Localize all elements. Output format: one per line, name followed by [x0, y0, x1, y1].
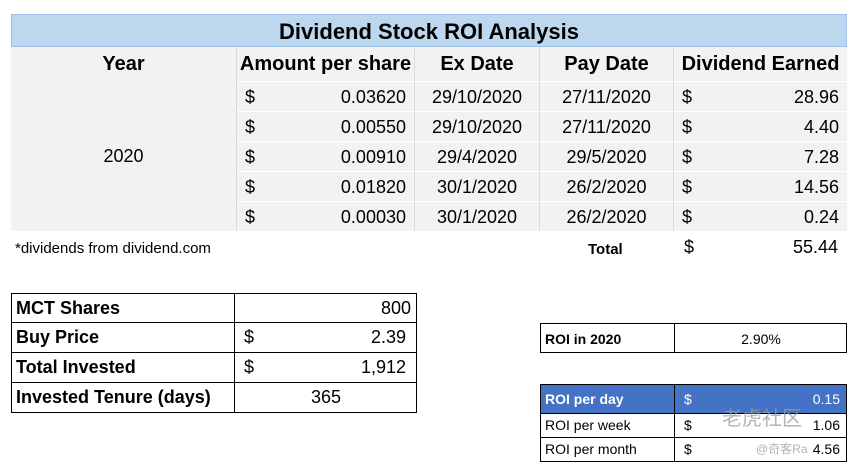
roi-day-value: 0.15 [812, 391, 840, 407]
shares-value: 800 [380, 298, 411, 318]
amount-cell: $0.00910 [237, 141, 415, 171]
amount-value: 0.00030 [340, 207, 406, 227]
currency-symbol: $ [684, 391, 692, 407]
total-invested-label: Total Invested [16, 357, 136, 377]
column-header-pay-date: Pay Date [540, 47, 674, 81]
ex-date-cell: 30/1/2020 [415, 171, 540, 201]
total-value: 55.44 [792, 237, 838, 257]
currency-symbol: $ [682, 117, 693, 137]
roi-day-row-highlight [540, 384, 847, 413]
pay-date-cell: 27/11/2020 [540, 111, 674, 141]
currency-symbol: $ [684, 441, 692, 457]
column-header-ex-date: Ex Date [415, 47, 540, 81]
roi-rates-table [540, 384, 847, 462]
earned-value: 14.56 [793, 177, 839, 197]
currency-symbol: $ [682, 87, 693, 107]
column-header-dividend-earned: Dividend Earned [674, 47, 847, 81]
ex-date-cell: 29/10/2020 [415, 81, 540, 111]
roi-year-label: ROI in 2020 [545, 331, 622, 347]
watermark-handle: @奇客Ra [756, 442, 808, 456]
currency-symbol: $ [245, 87, 256, 107]
earned-cell: $0.24 [674, 201, 847, 231]
source-note: *dividends from dividend.com [15, 240, 211, 257]
earned-cell: $4.40 [674, 111, 847, 141]
ex-date-cell: 29/10/2020 [415, 111, 540, 141]
pay-date-cell: 29/5/2020 [540, 141, 674, 171]
currency-symbol: $ [245, 207, 256, 227]
column-divider [234, 293, 235, 413]
currency-symbol: $ [245, 117, 256, 137]
pay-date-cell: 27/11/2020 [540, 81, 674, 111]
amount-value: 0.01820 [340, 177, 406, 197]
amount-cell: $0.03620 [237, 81, 415, 111]
currency-symbol: $ [245, 177, 256, 197]
currency-symbol: $ [244, 357, 255, 377]
row-divider [540, 437, 847, 438]
total-currency-symbol: $ [684, 237, 695, 257]
row-divider [11, 322, 417, 323]
column-divider [674, 384, 675, 462]
earned-value: 28.96 [793, 87, 839, 107]
roi-month-label: ROI per month [545, 441, 637, 457]
amount-value: 0.00550 [340, 117, 406, 137]
currency-symbol: $ [682, 177, 693, 197]
earned-cell: $7.28 [674, 141, 847, 171]
buy-price-label: Buy Price [16, 327, 100, 347]
shares-label: MCT Shares [16, 298, 121, 318]
ex-date-cell: 30/1/2020 [415, 201, 540, 231]
amount-cell: $0.00550 [237, 111, 415, 141]
pay-date-cell: 26/2/2020 [540, 201, 674, 231]
year-cell: 2020 [11, 81, 237, 231]
currency-symbol: $ [245, 147, 256, 167]
currency-symbol: $ [684, 417, 692, 433]
column-header-amount: Amount per share [237, 47, 415, 81]
total-invested-value: 1,912 [360, 357, 406, 377]
amount-cell: $0.00030 [237, 201, 415, 231]
row-divider [11, 382, 417, 383]
roi-day-label: ROI per day [545, 391, 624, 407]
tenure-label: Invested Tenure (days) [16, 387, 211, 407]
pay-date-cell: 26/2/2020 [540, 171, 674, 201]
earned-cell: $28.96 [674, 81, 847, 111]
amount-value: 0.00910 [340, 147, 406, 167]
column-divider [674, 323, 675, 353]
roi-week-value: 1.06 [812, 417, 840, 433]
row-divider [11, 352, 417, 353]
roi-week-label: ROI per week [545, 417, 631, 433]
amount-cell: $0.01820 [237, 171, 415, 201]
currency-symbol: $ [244, 327, 255, 347]
currency-symbol: $ [682, 207, 693, 227]
ex-date-cell: 29/4/2020 [415, 141, 540, 171]
amount-value: 0.03620 [340, 87, 406, 107]
currency-symbol: $ [682, 147, 693, 167]
row-divider [540, 413, 847, 414]
watermark: 老虎社区 [722, 408, 802, 430]
earned-cell: $14.56 [674, 171, 847, 201]
page-title: Dividend Stock ROI Analysis [11, 14, 847, 47]
total-label: Total [588, 241, 623, 258]
column-header-year: Year [11, 47, 237, 81]
earned-value: 0.24 [803, 207, 839, 227]
earned-value: 7.28 [803, 147, 839, 167]
roi-month-value: 4.56 [812, 441, 840, 457]
buy-price-value: 2.39 [370, 327, 406, 347]
roi-year-box [540, 323, 847, 353]
roi-year-value: 2.90% [741, 331, 781, 347]
investment-table [11, 293, 417, 413]
earned-value: 4.40 [803, 117, 839, 137]
tenure-value: 365 [310, 387, 342, 407]
